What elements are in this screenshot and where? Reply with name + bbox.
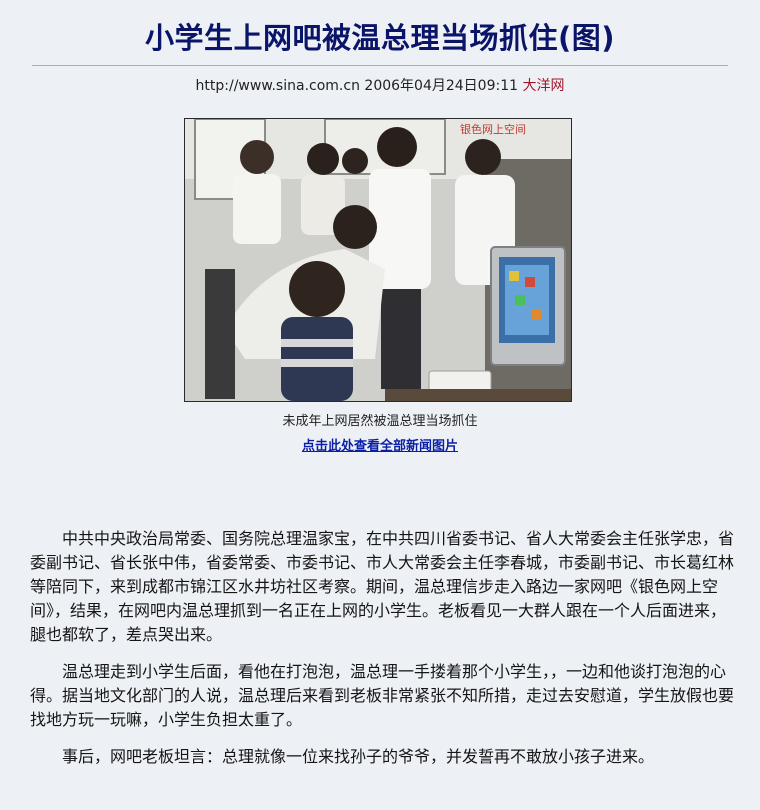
- news-photo-illustration: 银色网上空间: [185, 119, 571, 401]
- article-body: 中共中央政治局常委、国务院总理温家宝，在中共四川省委书记、省人大常委会主任张学忠…: [30, 527, 735, 782]
- article-meta: http://www.sina.com.cn 2006年04月24日09:11 …: [0, 76, 760, 96]
- source-url: http://www.sina.com.cn: [195, 78, 360, 94]
- more-photos-link[interactable]: 点击此处查看全部新闻图片: [301, 439, 458, 454]
- article-paragraph: 温总理走到小学生后面，看他在打泡泡，温总理一手搂着那个小学生，，一边和他谈打泡泡…: [30, 662, 735, 729]
- news-photo: 银色网上空间: [184, 118, 572, 402]
- photo-sign-text: 银色网上空间: [460, 122, 526, 136]
- photo-caption: 未成年上网居然被温总理当场抓住: [282, 414, 478, 429]
- title-divider: [32, 65, 728, 66]
- article-headline: 小学生上网吧被温总理当场抓住(图): [144, 21, 615, 55]
- article-paragraph: 事后，网吧老板坦言：总理就像一位来找孙子的爷爷，并发誓再不敢放小孩子进来。: [62, 747, 655, 766]
- publish-datetime: 2006年04月24日09:11: [364, 78, 519, 94]
- article-paragraph: 中共中央政治局常委、国务院总理温家宝，在中共四川省委书记、省人大常委会主任张学忠…: [30, 529, 735, 644]
- source-name-link[interactable]: 大洋网: [522, 78, 565, 94]
